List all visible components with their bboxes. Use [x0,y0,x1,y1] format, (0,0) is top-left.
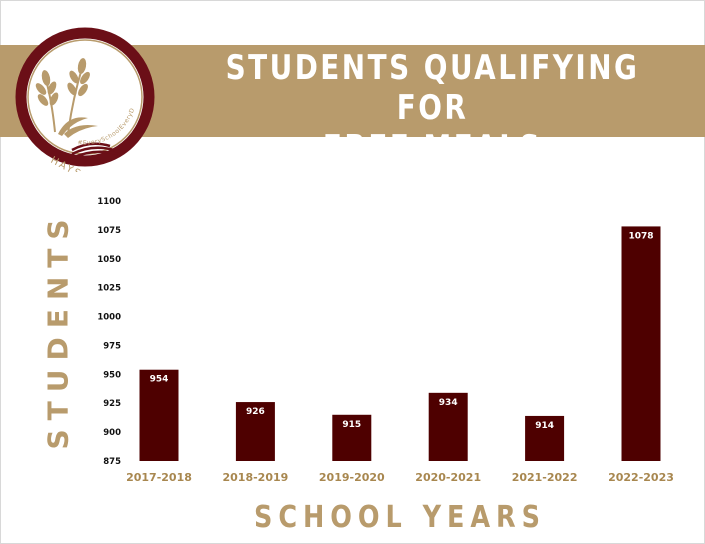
bar-value-label: 1078 [628,231,653,241]
chart-title-line-1: STUDENTS QUALIFYING FOR [225,48,640,128]
wheat-book-emblem-icon: #EverySchoolEveryDay491 HAYS [10,22,155,172]
bar-2018-2019 [235,402,275,461]
bar-value-label: 934 [439,398,458,408]
x-category-label: 2021-2022 [512,471,578,484]
y-tick-label: 1050 [97,255,121,265]
district-logo: #EverySchoolEveryDay491 HAYS [10,22,160,172]
y-tick-label: 975 [103,341,121,351]
bar-value-label: 915 [342,420,361,430]
y-tick-label: 950 [103,370,121,380]
y-tick-label: 875 [103,457,121,467]
x-category-label: 2022-2023 [608,471,674,484]
y-tick-label: 1000 [97,313,121,323]
chart-title-line-2: FREE MEALS [322,128,543,168]
x-axis-title: SCHOOL YEARS [254,500,546,535]
x-category-label: 2017-2018 [126,471,192,484]
bar-value-label: 926 [246,407,265,417]
x-category-label: 2020-2021 [415,471,481,484]
bar-2022-2023 [621,226,661,461]
y-tick-label: 900 [103,428,121,438]
bar-value-label: 954 [150,375,169,385]
bar-2021-2022 [525,415,565,461]
bar-2020-2021 [428,392,468,461]
chart-title: STUDENTS QUALIFYING FOR FREE MEALS [209,48,656,168]
x-category-label: 2019-2020 [319,471,385,484]
bar-2017-2018 [139,369,179,461]
y-tick-label: 1075 [97,226,121,236]
bar-value-label: 914 [535,421,554,431]
y-tick-label: 925 [103,399,121,409]
y-tick-label: 1100 [97,197,121,207]
x-category-label: 2018-2019 [223,471,289,484]
y-tick-label: 1025 [97,284,121,294]
bar-2019-2020 [332,414,372,461]
